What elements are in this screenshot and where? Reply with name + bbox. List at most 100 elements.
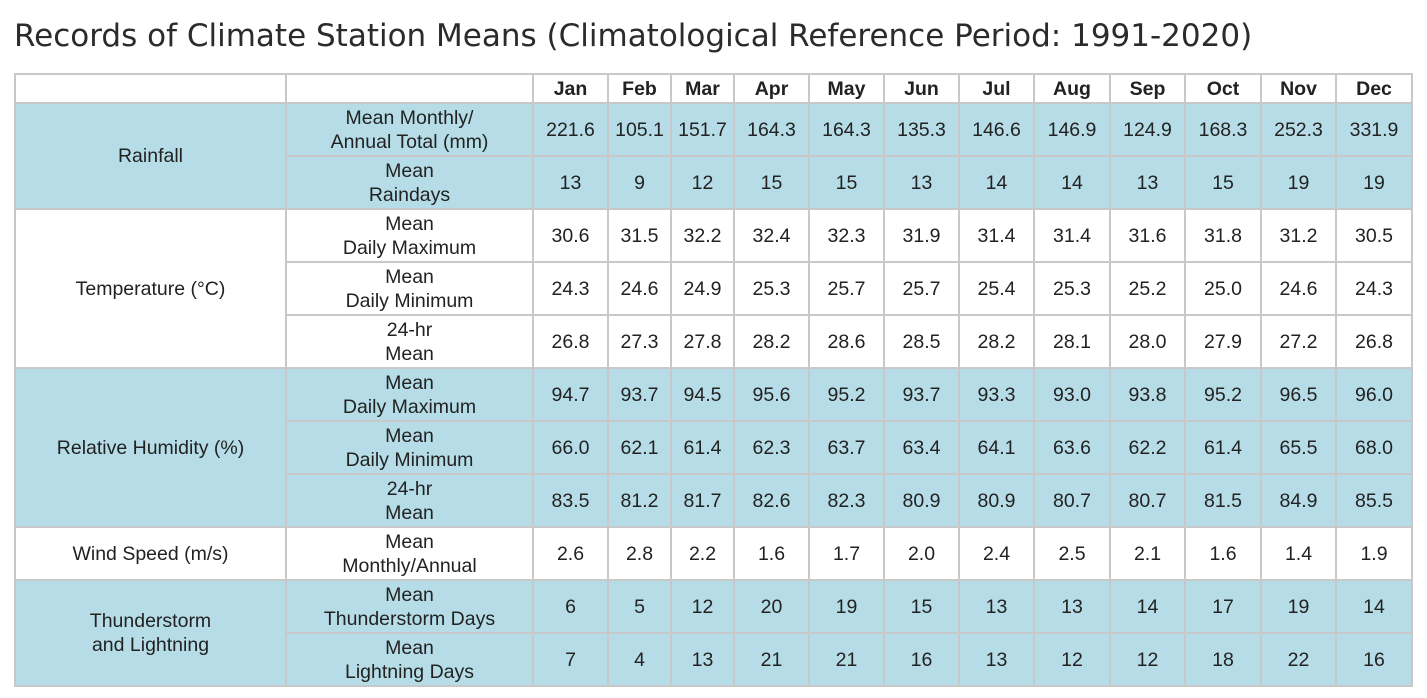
month-header: Apr	[733, 73, 810, 104]
value-cell: 2.0	[883, 526, 960, 581]
row-label: Mean Thunderstorm Days	[285, 579, 534, 634]
value-cell: 7	[532, 632, 609, 687]
table-row: 24-hr Mean 83.5 81.2 81.7 82.6 82.3 80.9 80.9 80…	[15, 473, 1413, 528]
value-cell: 146.6	[958, 102, 1035, 157]
value-cell: 65.5	[1260, 420, 1337, 475]
value-cell: 93.7	[607, 367, 672, 422]
value-cell: 31.5	[607, 208, 672, 263]
row-label: Mean Daily Maximum	[285, 367, 534, 422]
value-cell: 252.3	[1260, 102, 1337, 157]
value-cell: 80.7	[1033, 473, 1111, 528]
value-cell: 24.3	[1335, 261, 1413, 316]
table-row: Rainfall Mean Monthly/ Annual Total (mm) 2…	[14, 102, 1413, 210]
value-cell: 63.7	[808, 420, 885, 475]
value-cell: 31.8	[1184, 208, 1262, 263]
row-label: Mean Daily Minimum	[285, 261, 534, 316]
blank-header-cell	[14, 73, 287, 104]
value-cell: 28.1	[1033, 314, 1111, 369]
value-cell: 28.0	[1109, 314, 1186, 369]
month-header: May	[808, 73, 885, 104]
value-cell: 81.2	[607, 473, 672, 528]
value-cell: 331.9	[1335, 102, 1413, 157]
value-cell: 80.9	[883, 473, 960, 528]
value-cell: 1.9	[1335, 526, 1413, 581]
value-cell: 94.5	[670, 367, 735, 422]
blank-header-cell	[285, 73, 534, 104]
value-cell: 31.4	[1033, 208, 1111, 263]
value-cell: 80.9	[958, 473, 1035, 528]
value-cell: 84.9	[1260, 473, 1337, 528]
value-cell: 9	[607, 155, 672, 210]
value-cell: 30.5	[1335, 208, 1413, 263]
table-row: Thunderstorm and Lightning Mean Thunderst…	[14, 579, 1413, 687]
value-cell: 62.2	[1109, 420, 1186, 475]
table-row: Wind Speed (m/s) Mean Monthly/Annual 2.6 2.…	[14, 526, 1413, 581]
page-title: Records of Climate Station Means (Climat…	[14, 18, 1253, 54]
value-cell: 221.6	[532, 102, 609, 157]
value-cell: 15	[1184, 155, 1262, 210]
value-cell: 25.4	[958, 261, 1035, 316]
row-label: Mean Monthly/ Annual Total (mm)	[285, 102, 534, 157]
value-cell: 124.9	[1109, 102, 1186, 157]
value-cell: 31.6	[1109, 208, 1186, 263]
value-cell: 13	[958, 632, 1035, 687]
value-cell: 13	[1109, 155, 1186, 210]
value-cell: 64.1	[958, 420, 1035, 475]
value-cell: 13	[1033, 579, 1111, 634]
table-row: Temperature (°C) Mean Daily Maximum 30.6 31…	[14, 208, 1413, 369]
month-header: Mar	[670, 73, 735, 104]
value-cell: 12	[1033, 632, 1111, 687]
value-cell: 15	[733, 155, 810, 210]
month-header-row: Jan Feb Mar Apr May Jun Jul Aug Sep Oct …	[14, 73, 1413, 104]
table-row: 24-hr Mean 26.8 27.3 27.8 28.2 28.6 28.5 28.2 28…	[15, 314, 1413, 369]
group-label: Wind Speed (m/s)	[14, 526, 287, 581]
value-cell: 25.0	[1184, 261, 1262, 316]
value-cell: 17	[1184, 579, 1262, 634]
value-cell: 63.6	[1033, 420, 1111, 475]
table-row: Mean Lightning Days 7 4 13 21 21 16 13 12 12 18 22 1…	[15, 632, 1413, 687]
value-cell: 28.5	[883, 314, 960, 369]
value-cell: 66.0	[532, 420, 609, 475]
value-cell: 68.0	[1335, 420, 1413, 475]
month-header: Jun	[883, 73, 960, 104]
value-cell: 1.6	[733, 526, 810, 581]
value-cell: 14	[1335, 579, 1413, 634]
value-cell: 82.6	[733, 473, 810, 528]
value-cell: 24.9	[670, 261, 735, 316]
value-cell: 15	[883, 579, 960, 634]
value-cell: 21	[733, 632, 810, 687]
value-cell: 13	[532, 155, 609, 210]
value-cell: 19	[1335, 155, 1413, 210]
value-cell: 2.6	[532, 526, 609, 581]
value-cell: 168.3	[1184, 102, 1262, 157]
value-cell: 13	[958, 579, 1035, 634]
value-cell: 25.3	[733, 261, 810, 316]
group-label: Thunderstorm and Lightning	[14, 579, 287, 687]
value-cell: 93.8	[1109, 367, 1186, 422]
value-cell: 164.3	[733, 102, 810, 157]
value-cell: 12	[670, 155, 735, 210]
group-label: Rainfall	[14, 102, 287, 210]
value-cell: 14	[958, 155, 1035, 210]
value-cell: 1.6	[1184, 526, 1262, 581]
month-header: Dec	[1335, 73, 1413, 104]
month-header: Nov	[1260, 73, 1337, 104]
value-cell: 26.8	[532, 314, 609, 369]
value-cell: 105.1	[607, 102, 672, 157]
value-cell: 15	[808, 155, 885, 210]
value-cell: 25.2	[1109, 261, 1186, 316]
value-cell: 25.7	[883, 261, 960, 316]
month-header: Sep	[1109, 73, 1186, 104]
value-cell: 27.9	[1184, 314, 1262, 369]
value-cell: 27.8	[670, 314, 735, 369]
value-cell: 61.4	[1184, 420, 1262, 475]
value-cell: 95.2	[808, 367, 885, 422]
value-cell: 14	[1033, 155, 1111, 210]
value-cell: 32.2	[670, 208, 735, 263]
value-cell: 25.7	[808, 261, 885, 316]
value-cell: 28.2	[733, 314, 810, 369]
month-header: Jul	[958, 73, 1035, 104]
value-cell: 24.3	[532, 261, 609, 316]
value-cell: 1.4	[1260, 526, 1337, 581]
value-cell: 12	[1109, 632, 1186, 687]
